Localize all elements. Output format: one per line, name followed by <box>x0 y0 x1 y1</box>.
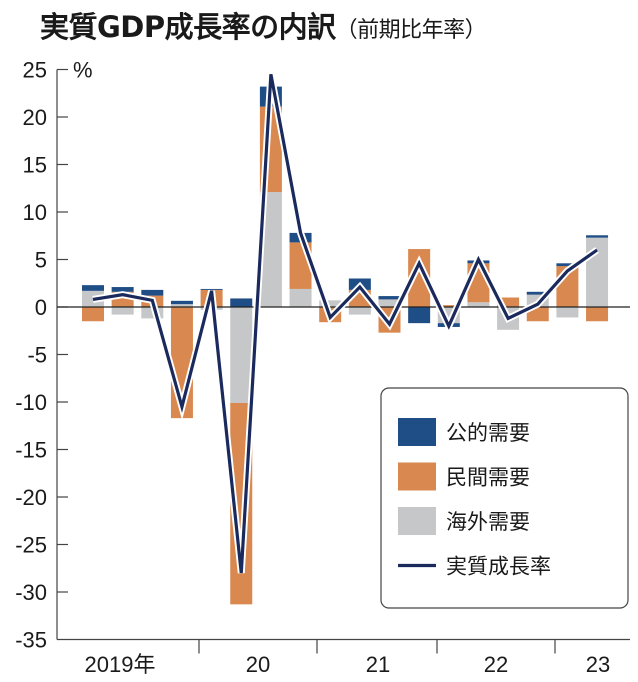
bar-overseas-2019Q4 <box>170 304 193 307</box>
bar-private-2021Q4 <box>408 249 431 307</box>
bar-public-2021Q4 <box>408 307 431 324</box>
bar-overseas-2021Q1 <box>319 300 342 307</box>
y-tick-label: -15 <box>15 438 47 463</box>
bar-overseas-2020Q4 <box>289 288 312 307</box>
bar-public-2022Q4 <box>526 291 549 295</box>
growth-line <box>92 73 598 574</box>
bar-public-2021Q3 <box>378 296 401 300</box>
bar-private-2019Q1 <box>82 307 104 322</box>
bar-public-2019Q3 <box>141 289 164 296</box>
bar-private-2022Q3 <box>497 297 520 307</box>
chart-title-main: 実質GDP成長率の内訳 <box>40 10 336 44</box>
bar-overseas-2021Q3 <box>378 299 401 307</box>
y-tick-label: 15 <box>23 153 47 178</box>
x-tick-label: 20 <box>246 652 270 677</box>
bar-overseas-2023Q1 <box>556 307 579 318</box>
bar-public-2019Q1 <box>82 285 104 291</box>
y-tick-label: 0 <box>35 295 47 320</box>
y-tick-label: -25 <box>15 533 47 558</box>
legend-swatch-1 <box>398 462 436 491</box>
legend-label-3: 実質成長率 <box>446 555 551 579</box>
bar-overseas-2020Q2 <box>230 307 253 403</box>
bar-private-2022Q1 <box>437 305 460 307</box>
legend-swatch-0 <box>398 418 436 446</box>
legend-label-1: 民間需要 <box>446 466 530 490</box>
y-axis-unit: % <box>73 58 93 83</box>
y-tick-label: 20 <box>23 105 47 130</box>
bar-private-2023Q2 <box>586 307 609 322</box>
bar-public-2019Q2 <box>111 287 134 292</box>
x-tick-label: 21 <box>366 652 390 677</box>
legend-box <box>380 387 629 609</box>
legend-label-2: 海外需要 <box>446 510 530 534</box>
x-tick-label: 22 <box>484 652 508 677</box>
y-tick-label: -30 <box>15 580 47 605</box>
legend-label-0: 公的需要 <box>446 421 530 445</box>
legend-swatch-2 <box>398 507 436 535</box>
chart-subtitle: （前期比年率） <box>335 18 487 43</box>
bar-overseas-2023Q2 <box>586 237 609 307</box>
bar-public-2019Q4 <box>170 300 193 305</box>
x-tick-label: 2019年 <box>85 652 156 677</box>
bar-public-2020Q1 <box>200 288 223 290</box>
bar-overseas-2021Q2 <box>348 307 371 315</box>
chart-title: 実質GDP成長率の内訳（前期比年率） <box>40 4 487 46</box>
bar-public-2020Q2 <box>230 298 253 307</box>
y-tick-label: 10 <box>23 200 47 225</box>
y-tick-label: -20 <box>15 485 47 510</box>
x-tick-label: 23 <box>586 652 610 677</box>
y-tick-label: 5 <box>35 248 47 273</box>
y-tick-label: -5 <box>27 343 47 368</box>
bar-public-2023Q1 <box>556 263 579 267</box>
bar-overseas-2019Q2 <box>111 307 134 315</box>
bar-public-2023Q2 <box>586 235 609 238</box>
bar-overseas-2022Q2 <box>467 302 490 307</box>
y-tick-label: 25 <box>23 58 47 83</box>
y-tick-label: -35 <box>15 628 47 653</box>
y-tick-label: -10 <box>15 390 47 415</box>
